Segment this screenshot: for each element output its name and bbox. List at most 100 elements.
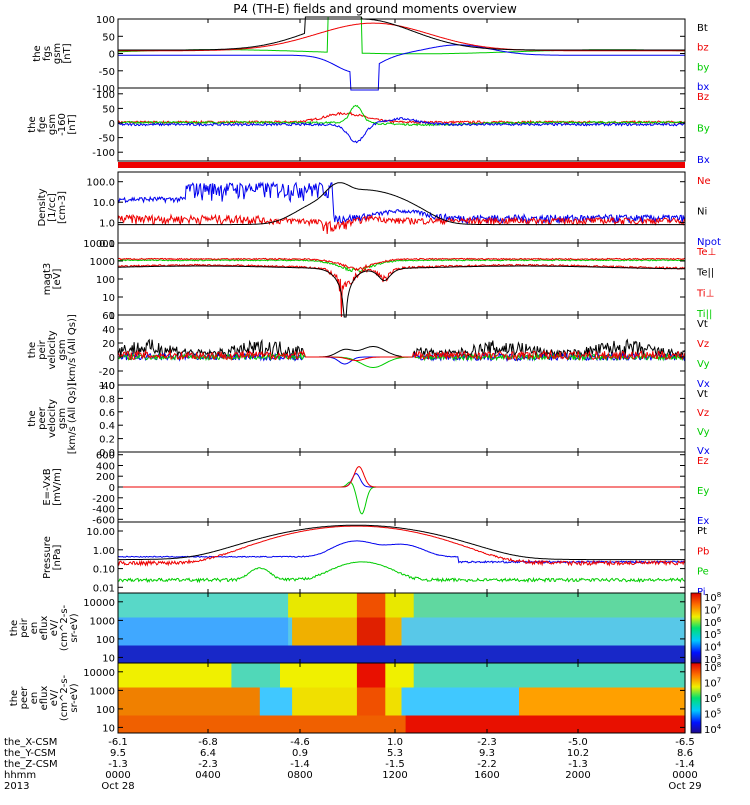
- colorbar-tick-label: 107: [704, 677, 721, 690]
- spectro-band-bottom: [190, 645, 196, 663]
- spectro-band-mid: [352, 617, 358, 646]
- spectro-band-top: [271, 663, 277, 688]
- spectro-band-mid: [640, 617, 645, 646]
- spectro-band-top: [259, 663, 265, 688]
- spectro-band-bottom: [478, 645, 483, 663]
- x-tick-value: 1.0: [387, 737, 403, 748]
- spectro-band-top: [531, 663, 536, 688]
- legend-label: Ti⊥: [696, 288, 714, 299]
- spectro-band-bottom: [620, 645, 625, 663]
- spectro-band-top: [600, 593, 605, 618]
- spectro-band-bottom: [146, 715, 151, 733]
- spectro-band-bottom: [478, 715, 483, 733]
- spectro-band-mid: [551, 617, 556, 646]
- spectro-band-mid: [555, 617, 560, 646]
- spectro-band-mid: [231, 617, 236, 646]
- spectro-band-mid: [344, 687, 350, 716]
- spectro-band-top: [328, 663, 334, 688]
- spectro-band-mid: [203, 617, 208, 646]
- spectro-band-mid: [267, 617, 273, 646]
- spectro-band-bottom: [437, 715, 443, 733]
- spectro-band-bottom: [280, 645, 285, 663]
- spectro-band-top: [369, 593, 374, 618]
- spectro-band-bottom: [502, 645, 508, 663]
- y-tick-label: 0.6: [99, 408, 115, 419]
- spectro-band-mid: [150, 687, 155, 716]
- x-tick-value: -1.4: [290, 759, 310, 770]
- y-tick-label: -20: [99, 367, 115, 378]
- legend-label: bx: [697, 82, 709, 93]
- spectro-band-bottom: [656, 645, 662, 663]
- spectro-band-mid: [547, 687, 552, 716]
- spectro-band-top: [170, 663, 176, 688]
- spectro-band-mid: [494, 687, 500, 716]
- spectro-band-mid: [393, 617, 398, 646]
- series-pressure-1: [117, 525, 686, 567]
- spectro-band-bottom: [344, 715, 350, 733]
- spectro-band-bottom: [652, 715, 658, 733]
- spectro-band-mid: [547, 617, 552, 646]
- spectro-band-top: [519, 593, 524, 618]
- spectro-band-bottom: [616, 645, 621, 663]
- spectro-band-top: [182, 663, 188, 688]
- spectro-band-bottom: [122, 715, 127, 733]
- spectro-band-bottom: [292, 715, 297, 733]
- spectro-band-top: [636, 593, 641, 618]
- spectro-band-top: [506, 593, 512, 618]
- spectro-band-top: [223, 593, 228, 618]
- spectro-band-bottom: [348, 645, 354, 663]
- spectro-band-top: [421, 593, 427, 618]
- spectro-band-top: [158, 593, 164, 618]
- series-pressure-2: [117, 561, 686, 584]
- spectro-band-top: [624, 593, 629, 618]
- spectro-band-top: [308, 663, 313, 688]
- spectro-band-bottom: [271, 715, 277, 733]
- spectro-band-mid: [186, 617, 192, 646]
- spectro-band-bottom: [186, 715, 192, 733]
- spectro-band-mid: [608, 617, 613, 646]
- spectro-band-top: [231, 593, 236, 618]
- spectro-band-bottom: [648, 715, 654, 733]
- spectro-band-mid: [474, 687, 479, 716]
- spectro-band-bottom: [356, 715, 362, 733]
- spectro-band-mid: [563, 687, 569, 716]
- spectro-band-mid: [385, 687, 390, 716]
- spectro-band-mid: [259, 617, 265, 646]
- spectro-band-top: [498, 663, 504, 688]
- spectro-band-top: [531, 593, 536, 618]
- spectro-band-mid: [567, 687, 573, 716]
- spectro-band-bottom: [571, 645, 577, 663]
- spectro-band-mid: [178, 687, 184, 716]
- spectro-band-bottom: [199, 715, 204, 733]
- spectro-band-top: [336, 663, 342, 688]
- spectro-band-bottom: [519, 715, 524, 733]
- series-temperature-2: [117, 257, 686, 272]
- spectro-band-bottom: [535, 715, 540, 733]
- spectro-band-mid: [397, 617, 402, 646]
- spectro-band-bottom: [563, 645, 569, 663]
- y-tick-label: 10000: [83, 598, 115, 609]
- legend-label: Pb: [697, 546, 709, 557]
- spectro-band-top: [454, 663, 459, 688]
- spectro-band-mid: [672, 617, 678, 646]
- spectro-band-mid: [628, 687, 633, 716]
- spectro-band-mid: [154, 687, 159, 716]
- spectro-band-top: [288, 663, 293, 688]
- spectro-band-bottom: [624, 715, 629, 733]
- spectro-band-bottom: [336, 715, 342, 733]
- spectro-band-bottom: [389, 645, 394, 663]
- spectro-band-top: [211, 593, 216, 618]
- spectro-band-top: [369, 663, 374, 688]
- spectro-band-mid: [616, 617, 621, 646]
- spectro-band-top: [429, 593, 435, 618]
- spectro-band-top: [296, 593, 301, 618]
- spectro-band-mid: [551, 687, 556, 716]
- spectro-band-top: [612, 593, 617, 618]
- spectro-band-mid: [587, 687, 593, 716]
- spectro-band-mid: [227, 687, 232, 716]
- spectro-band-top: [239, 593, 245, 618]
- spectro-band-bottom: [170, 645, 176, 663]
- spectro-band-bottom: [660, 715, 666, 733]
- spectro-band-mid: [409, 687, 415, 716]
